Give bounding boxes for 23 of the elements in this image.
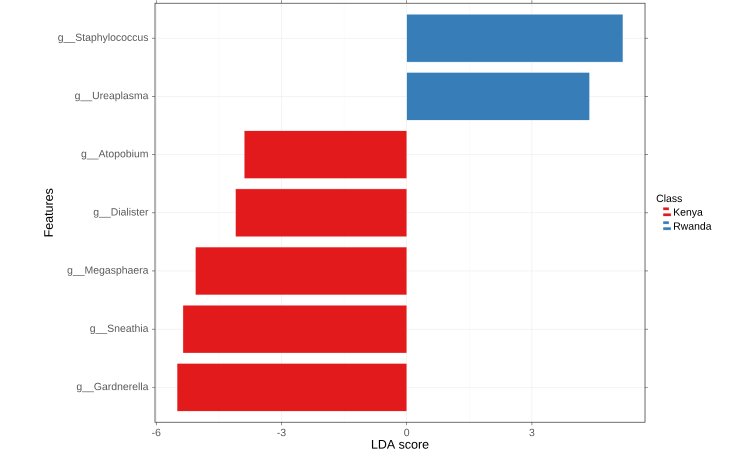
bar	[176, 363, 407, 412]
bar	[406, 72, 590, 120]
x-tick-label: -6	[152, 428, 160, 436]
x-axis-title: LDA score	[372, 440, 429, 449]
y-axis-title: Features	[44, 188, 53, 236]
legend-label: Rwanda	[674, 222, 712, 230]
legend-label: Kenya	[674, 208, 703, 218]
y-tick-label: g__Gardnerella	[76, 382, 148, 392]
bar	[406, 14, 624, 62]
bar	[182, 305, 407, 354]
y-tick-label: g__Sneathia	[90, 324, 148, 334]
y-tick-label: g__Megasphaera	[68, 266, 148, 276]
y-tick-label: g__Ureaplasma	[75, 91, 148, 102]
bar	[235, 188, 407, 237]
y-tick-label: g__Atopobium	[81, 150, 148, 160]
legend-title: Class	[656, 194, 682, 202]
y-tick-label: g__Staphylococcus	[58, 33, 148, 43]
y-tick-label: g__Dialister	[94, 208, 148, 218]
x-tick-label: 3	[529, 428, 534, 436]
bar	[195, 246, 407, 295]
x-tick-label: -3	[277, 428, 286, 436]
bar	[244, 130, 407, 178]
x-tick-label: 0	[404, 428, 410, 436]
